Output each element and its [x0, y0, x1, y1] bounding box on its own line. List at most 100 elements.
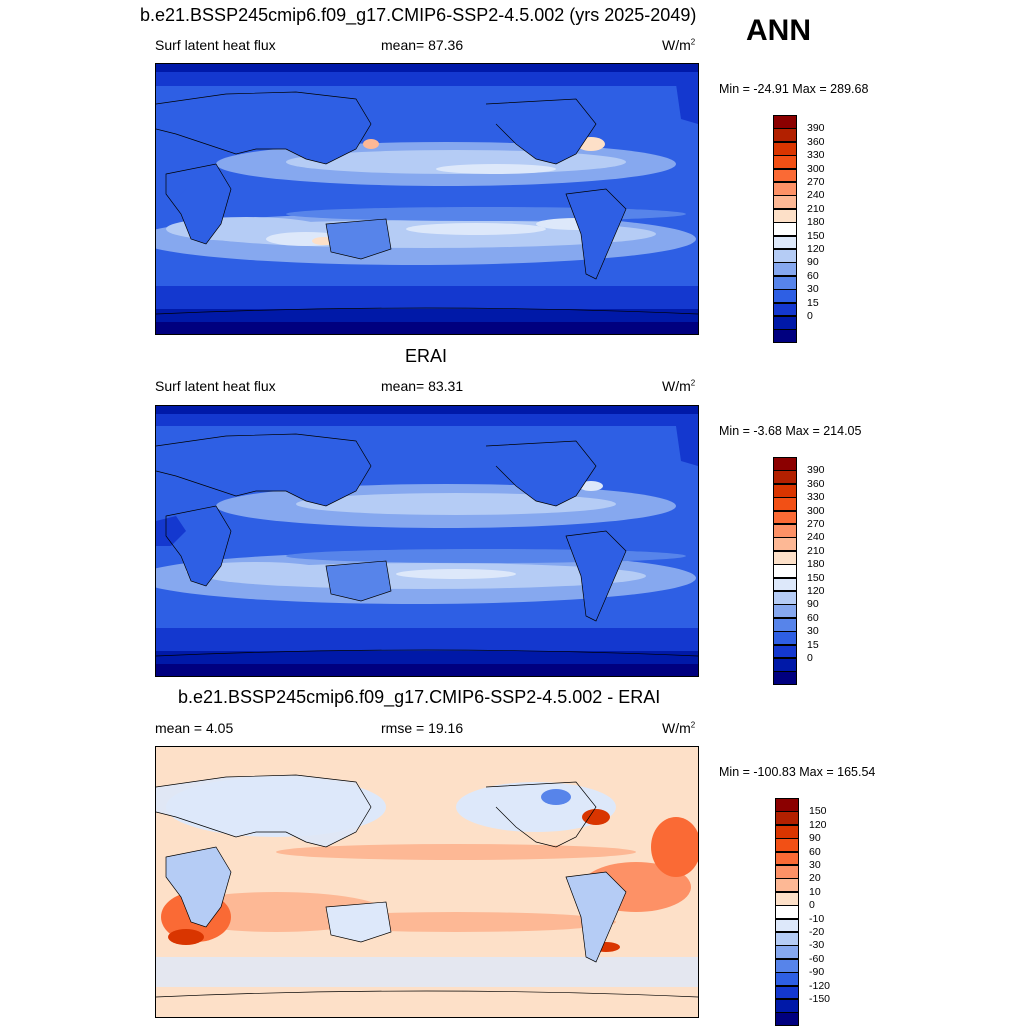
- colorbar-tick-label: -10: [809, 912, 825, 925]
- map-diff: [155, 746, 699, 1018]
- colorbar-tick-label: 330: [807, 149, 825, 162]
- colorbar-swatch: [775, 905, 799, 920]
- colorbar-swatch: [775, 798, 799, 812]
- colorbar-tick-label: 360: [807, 135, 825, 148]
- colorbar-tick-label: 390: [807, 464, 825, 477]
- colorbar-tick-label: 240: [807, 531, 825, 544]
- panel-mean: mean= 87.36: [381, 37, 464, 53]
- colorbar-tick-label: 240: [807, 189, 825, 202]
- colorbar-swatch: [773, 141, 797, 156]
- panel-title: b.e21.BSSP245cmip6.f09_g17.CMIP6-SSP2-4.…: [178, 687, 661, 707]
- colorbar-swatch: [773, 128, 797, 143]
- colorbar-swatch: [773, 115, 797, 129]
- colorbar-swatch: [773, 249, 797, 263]
- colorbar-tick-label: 180: [807, 216, 825, 229]
- colorbar-swatch: [773, 470, 797, 485]
- colorbar-tick-label: 150: [809, 805, 827, 818]
- colorbar-swatch: [775, 811, 799, 826]
- colorbar-swatch: [775, 958, 799, 973]
- colorbar-swatch: [773, 671, 797, 686]
- colorbar-swatch: [775, 985, 799, 1000]
- map-model: [155, 63, 699, 335]
- colorbar-tick-label: 120: [807, 243, 825, 255]
- map-obs-field: [156, 406, 698, 676]
- colorbar-swatch: [773, 631, 797, 646]
- panel-units: W/m2: [662, 720, 696, 736]
- panel-mean: mean= 83.31: [381, 378, 464, 394]
- colorbar-tick-label: 90: [809, 832, 821, 845]
- colorbar-swatch: [775, 851, 799, 866]
- colorbar-swatch: [773, 275, 797, 290]
- colorbar-model: 390 360 330 300 270 240 210 180 150 120 90 60 30 15 0: [773, 115, 843, 344]
- colorbar-swatch: [775, 824, 799, 839]
- colorbar-tick-label: 15: [807, 638, 819, 651]
- colorbar-swatch: [773, 289, 797, 304]
- panel-units: W/m2: [662, 378, 696, 394]
- colorbar-tick-label: 60: [807, 611, 819, 624]
- colorbar-tick-label: 270: [807, 176, 825, 188]
- colorbar-swatch: [773, 550, 797, 565]
- panel-units: W/m2: [662, 37, 696, 53]
- colorbar-diff: 150 120 90 60 30 20 10 0 -10 -20 -30 -60 -90 -120 -150: [775, 798, 845, 1026]
- map-model-field: [156, 64, 698, 334]
- colorbar-tick-label: 0: [807, 652, 813, 664]
- map-diff-field: [156, 747, 698, 1017]
- colorbar-tick-label: -90: [809, 966, 825, 979]
- colorbar-swatch: [775, 999, 799, 1013]
- colorbar-tick-label: 150: [807, 571, 825, 584]
- map-obs: [155, 405, 699, 677]
- colorbar-tick-label: 210: [807, 202, 825, 215]
- panel-minmax: Min = -3.68 Max = 214.05: [719, 424, 862, 438]
- panel-mean: mean = 4.05: [155, 720, 234, 736]
- colorbar-swatch: [773, 302, 797, 317]
- colorbar-tick-label: -120: [809, 979, 831, 992]
- colorbar-tick-label: 90: [807, 256, 819, 269]
- colorbar-swatch: [773, 208, 797, 223]
- colorbar-swatch: [775, 891, 799, 906]
- colorbar-swatch: [775, 972, 799, 987]
- colorbar-swatch: [773, 617, 797, 632]
- colorbar-tick-label: 300: [807, 504, 825, 517]
- colorbar-tick-label: 360: [807, 477, 825, 490]
- panel-minmax: Min = -24.91 Max = 289.68: [719, 82, 869, 96]
- colorbar-tick-label: 150: [807, 229, 825, 242]
- panel-title: ERAI: [405, 346, 448, 366]
- colorbar-tick-label: 30: [807, 625, 819, 638]
- colorbar-tick-label: 90: [807, 598, 819, 611]
- colorbar-swatch: [773, 235, 797, 250]
- colorbar-tick-label: 210: [807, 544, 825, 557]
- colorbar-swatch: [773, 524, 797, 538]
- colorbar-swatch: [775, 865, 799, 879]
- colorbar-tick-label: 300: [807, 162, 825, 175]
- colorbar-swatch: [773, 483, 797, 498]
- colorbar-swatch: [775, 932, 799, 946]
- colorbar-swatch: [773, 329, 797, 344]
- colorbar-swatch: [775, 878, 799, 893]
- season-label: ANN: [746, 14, 811, 47]
- colorbar-swatch: [773, 577, 797, 592]
- colorbar-tick-label: -150: [809, 993, 831, 1005]
- main-title: b.e21.BSSP245cmip6.f09_g17.CMIP6-SSP2-4.…: [140, 5, 697, 25]
- colorbar-swatch: [773, 591, 797, 605]
- colorbar-swatch: [773, 564, 797, 579]
- colorbar-tick-label: 30: [809, 859, 821, 871]
- colorbar-tick-label: 120: [809, 818, 827, 831]
- colorbar-tick-label: 20: [809, 872, 821, 885]
- colorbar-swatch: [775, 838, 799, 853]
- panel-minmax: Min = -100.83 Max = 165.54: [719, 765, 876, 779]
- colorbar-swatch: [775, 918, 799, 933]
- colorbar-swatch: [773, 457, 797, 471]
- colorbar-swatch: [773, 222, 797, 237]
- colorbar-swatch: [773, 658, 797, 672]
- colorbar-swatch: [773, 316, 797, 330]
- colorbar-swatch: [773, 155, 797, 170]
- colorbar-tick-label: 0: [809, 899, 815, 912]
- colorbar-swatch: [775, 945, 799, 960]
- colorbar-obs: 390 360 330 300 270 240 210 180 150 120 90 60 30 15 0: [773, 457, 843, 686]
- colorbar-tick-label: 390: [807, 122, 825, 135]
- panel-variable: Surf latent heat flux: [155, 378, 276, 394]
- colorbar-tick-label: 60: [809, 845, 821, 858]
- colorbar-tick-label: 30: [807, 283, 819, 296]
- colorbar-swatch: [773, 497, 797, 512]
- colorbar-tick-label: 10: [809, 885, 821, 898]
